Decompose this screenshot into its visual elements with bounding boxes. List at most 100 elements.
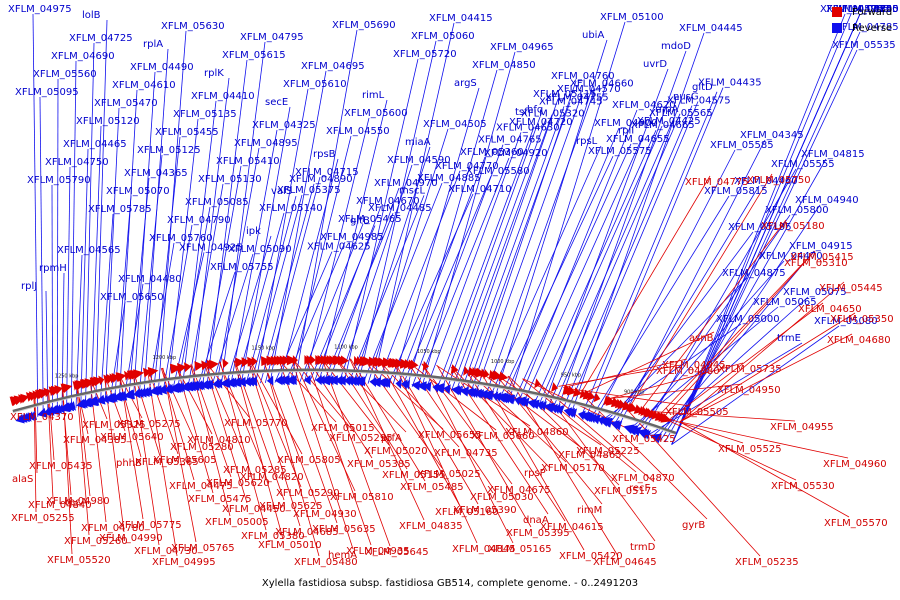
forward-gene-arrow: [579, 389, 587, 399]
forward-gene-label: XFLM_05620: [206, 478, 270, 489]
forward-gene-label: XFLM_04615: [540, 522, 604, 533]
reverse-gene-arrow: [422, 381, 432, 392]
forward-gene-label: XFLM_05025: [417, 469, 481, 480]
reverse-gene-arrow: [649, 433, 662, 444]
forward-gene-label: XFLM_04955: [770, 422, 834, 433]
reverse-label-line: [494, 39, 608, 399]
forward-gene-label: XFLM_05480: [294, 557, 358, 568]
reverse-gene-arrow: [437, 383, 445, 394]
reverse-label-line: [632, 260, 785, 432]
tick-label: 1150 kbp: [252, 346, 276, 352]
forward-gene-label: XFLM_05365: [135, 457, 199, 468]
forward-gene-label: XFLM_05805: [277, 455, 341, 466]
forward-gene-label: XFLM_05735: [718, 364, 782, 375]
forward-gene-arrow: [534, 378, 541, 389]
reverse-gene-label: gltD: [692, 82, 713, 93]
reverse-gene-label: XFLM_05320: [521, 109, 585, 120]
forward-label-line: [630, 173, 773, 406]
reverse-gene-arrow: [144, 386, 153, 397]
reverse-label-line: [547, 117, 675, 409]
forward-gene-arrow: [235, 357, 245, 368]
reverse-label: Reverse: [852, 22, 893, 34]
forward-gene-label: XFLM_05275: [117, 419, 181, 430]
reverse-label-line: [474, 93, 583, 395]
reverse-label-line: [109, 301, 126, 401]
reverse-label-line: [455, 98, 559, 393]
forward-label-line: [248, 359, 302, 488]
reverse-label-line: [216, 147, 260, 387]
forward-gene-label: XFLM_05765: [171, 543, 235, 554]
forward-gene-arrow: [356, 356, 362, 366]
forward-gene-label: XFLM_05750: [747, 175, 811, 186]
reverse-label-line: [637, 214, 791, 434]
reverse-label-line: [561, 105, 693, 412]
forward-label-line: [62, 386, 73, 555]
legend-forward: Forward: [832, 4, 900, 20]
reverse-gene-label: XFLM_05410: [216, 156, 280, 167]
reverse-gene-label: XFLM_05535: [832, 40, 896, 51]
reverse-gene-label: XFLM_04985: [320, 232, 384, 243]
tick-label: 1050 kbp: [417, 349, 441, 355]
reverse-label-line: [406, 69, 498, 387]
reverse-label-line: [489, 145, 602, 398]
forward-gene-arrow: [498, 371, 509, 382]
reverse-gene-label: XFLM_04815: [801, 149, 865, 160]
forward-gene-label: alaS: [12, 474, 33, 485]
reverse-label-line: [650, 296, 809, 438]
reverse-label-line: [659, 204, 821, 441]
reverse-label-line: [421, 51, 516, 388]
reverse-label-line: [392, 87, 480, 386]
forward-gene-arrow: [103, 374, 111, 385]
forward-gene-arrow: [638, 405, 645, 416]
reverse-label-line: [323, 213, 394, 383]
reverse-gene-arrow: [522, 397, 530, 408]
reverse-label-line: [551, 113, 681, 410]
reverse-label-line: [123, 283, 144, 399]
forward-gene-label: XFLM_05290: [276, 488, 340, 499]
reverse-label-line: [446, 118, 547, 391]
forward-label-line: [105, 377, 126, 432]
reverse-gene-label: XFLM_05815: [704, 186, 768, 197]
reverse-gene-label: XFLM_04610: [112, 80, 176, 91]
forward-gene-label: XFLM_05165: [488, 544, 552, 555]
forward-gene-label: XFLM_05425: [612, 434, 676, 445]
reverse-gene-label: XFLM_05060: [411, 31, 475, 42]
reverse-gene-arrow: [280, 375, 289, 386]
forward-gene-label: XFLM_05505: [665, 407, 729, 418]
reverse-gene-label: rpmH: [39, 263, 67, 274]
reverse-gene-label: XFLM_04925: [179, 242, 243, 253]
forward-gene-label: XFLM_05435: [29, 461, 93, 472]
forward-gene-label: XFLM_05520: [47, 555, 111, 566]
forward-label-line: [249, 359, 303, 455]
reverse-gene-label: XFLM_04850: [472, 60, 536, 71]
reverse-gene-label: XFLM_05095: [15, 87, 79, 98]
forward-label-line: [679, 312, 856, 423]
forward-gene-arrow: [492, 370, 503, 381]
reverse-gene-label: mscL: [399, 185, 425, 196]
reverse-label-line: [289, 135, 352, 383]
reverse-gene-label: XFLM_04790: [167, 215, 231, 226]
forward-label-line: [147, 369, 178, 557]
forward-gene-label: XFLM_04935: [346, 546, 410, 557]
forward-label-line: [76, 382, 90, 536]
forward-label-line: [659, 256, 810, 416]
reverse-label-line: [51, 184, 53, 414]
reverse-label-line: [518, 109, 638, 403]
reverse-gene-label: XFLM_04495: [820, 4, 884, 15]
forward-gene-arrow: [177, 363, 187, 373]
reverse-gene-label: ipk: [246, 226, 261, 237]
reverse-label-line: [304, 117, 370, 383]
forward-label-line: [648, 410, 796, 422]
reverse-gene-label: XFLM_04895: [234, 138, 298, 149]
reverse-label-line: [66, 166, 71, 410]
reverse-gene-label: XFLM_04490: [130, 62, 194, 73]
forward-gene-label: XFLM_05655: [418, 430, 482, 441]
forward-label-line: [558, 364, 682, 387]
reverse-label-line: [187, 183, 224, 390]
reverse-gene-label: XFLM_04970: [374, 178, 438, 189]
reverse-gene-label: XFLM_04325: [252, 120, 316, 131]
forward-gene-arrow: [450, 364, 459, 375]
reverse-label-line: [513, 143, 632, 402]
forward-gene-arrow: [194, 361, 205, 371]
